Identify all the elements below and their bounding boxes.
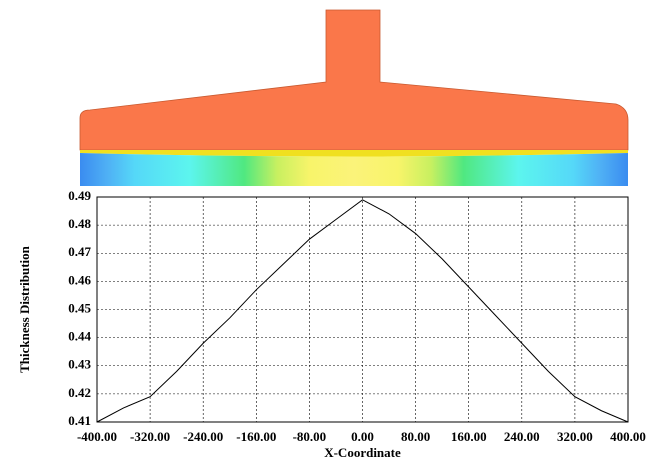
x-tick-label: 400.00 (610, 429, 646, 444)
y-tick-label: 0.48 (68, 216, 91, 231)
x-tick-label: 0.00 (351, 429, 374, 444)
data-line (96, 199, 629, 423)
y-tick-label: 0.42 (68, 385, 91, 400)
y-tick-label: 0.41 (68, 413, 91, 428)
x-tick-label: 320.00 (557, 429, 593, 444)
y-tick-label: 0.46 (68, 272, 91, 287)
plot: 0.41 0.42 0.43 0.44 0.45 0.46 0.47 0.48 0.49 -400… (17, 188, 646, 460)
x-tick-label: 80.00 (401, 429, 430, 444)
x-tick-label: 240.00 (504, 429, 540, 444)
x-tick-label: -240.00 (183, 429, 223, 444)
y-tick-label: 0.47 (68, 244, 91, 259)
x-axis-title: X-Coordinate (324, 445, 401, 460)
y-tick-label: 0.49 (68, 188, 91, 203)
x-tick-label: 160.00 (451, 429, 487, 444)
x-tick-label: -400.00 (77, 429, 117, 444)
die-illustration (79, 9, 629, 186)
y-tick-label: 0.45 (68, 300, 91, 315)
y-tick-label: 0.43 (68, 357, 91, 372)
x-tick-label: -160.00 (236, 429, 276, 444)
y-tick-label: 0.44 (68, 329, 91, 344)
x-tick-label: -80.00 (293, 429, 327, 444)
x-tick-label: -320.00 (130, 429, 170, 444)
y-axis-title: Thickness Distribution (17, 245, 32, 373)
